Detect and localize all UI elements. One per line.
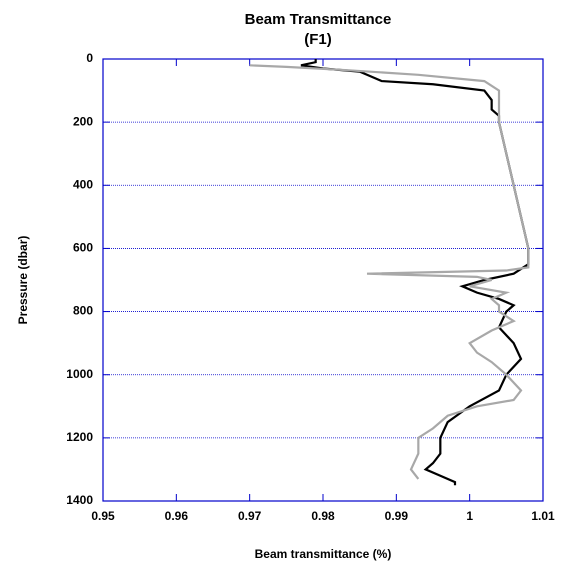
y-axis-label: Pressure (dbar) [16,236,30,325]
x-tick-label: 0.95 [91,509,115,523]
y-tick-label: 200 [73,114,93,128]
y-tick-label: 1400 [66,493,93,507]
chart-subtitle: (F1) [304,31,332,48]
x-tick-label: 0.98 [311,509,335,523]
profile-line [249,64,530,480]
x-axis-label: Beam transmittance (%) [255,547,392,561]
x-tick-label: 1 [466,509,473,523]
y-tick-label: 0 [86,51,93,65]
y-tick-label: 1000 [66,367,93,381]
plot-frame [102,58,544,502]
profile-line [300,59,530,486]
y-tick-label: 1200 [66,430,93,444]
x-tick-label: 0.97 [238,509,262,523]
x-tick-label: 1.01 [531,509,555,523]
y-tick-label: 600 [73,241,93,255]
y-tick-label: 800 [73,304,93,318]
chart-title: Beam Transmittance [245,11,392,28]
x-tick-label: 0.99 [385,509,409,523]
y-tick-label: 400 [73,177,93,191]
x-tick-label: 0.96 [165,509,189,523]
